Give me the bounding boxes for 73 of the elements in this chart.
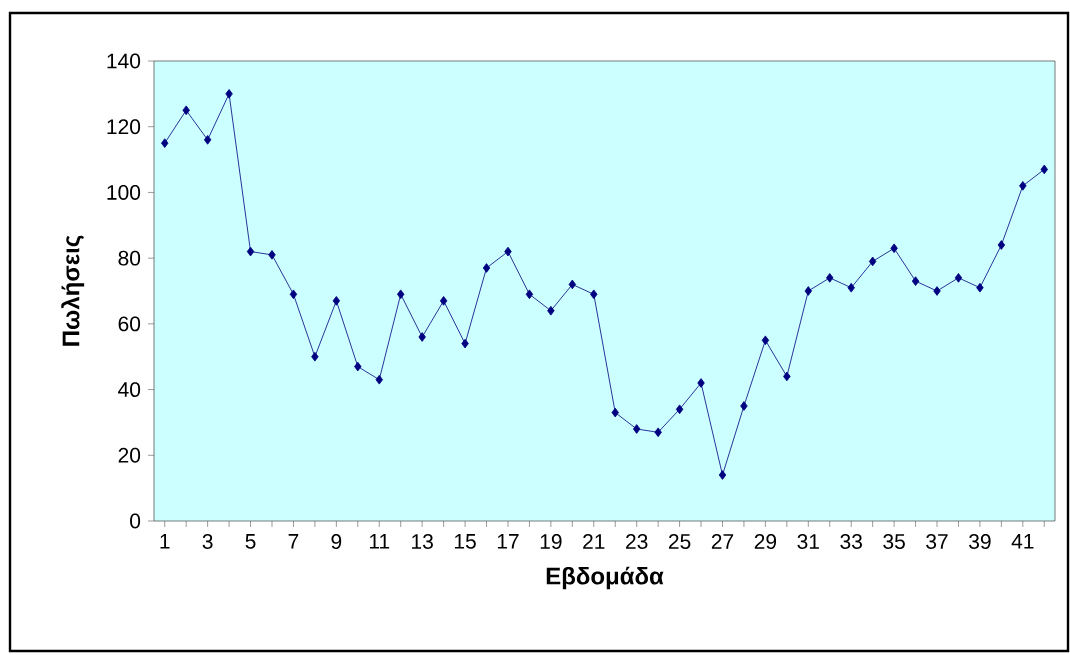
x-tick-label: 13	[412, 534, 433, 549]
point	[354, 361, 362, 372]
y-tick-label: 80	[118, 250, 141, 266]
x-tick-label: 15	[454, 534, 476, 549]
point	[976, 282, 984, 293]
point	[547, 305, 555, 316]
point	[1040, 164, 1048, 175]
point	[632, 424, 641, 434]
point	[847, 282, 855, 293]
x-tick-label: 25	[668, 534, 691, 549]
point	[225, 89, 233, 99]
x-tick-label: 39	[969, 534, 991, 549]
point	[161, 138, 169, 148]
x-tick-label: 35	[883, 534, 905, 549]
point	[697, 378, 705, 388]
x-tick-label: 23	[626, 534, 648, 549]
point	[375, 374, 383, 385]
x-tick-label: 17	[497, 534, 519, 549]
point	[289, 289, 298, 300]
point	[182, 105, 190, 116]
point	[461, 338, 469, 349]
x-tick-label: 3	[202, 534, 213, 549]
point	[826, 273, 834, 283]
x-tick-label: 37	[926, 534, 948, 549]
point	[718, 470, 727, 480]
point	[332, 296, 341, 306]
x-tick-label: 11	[369, 534, 390, 549]
x-tick-label: 27	[711, 534, 734, 549]
point	[268, 250, 276, 260]
point	[868, 256, 877, 267]
point	[246, 246, 255, 257]
point	[568, 279, 577, 290]
y-tick-label: 100	[107, 185, 141, 200]
point	[804, 286, 812, 296]
point	[761, 335, 770, 346]
point	[611, 407, 619, 418]
x-tick-label: 5	[245, 534, 256, 549]
x-tick-label: 19	[540, 534, 562, 549]
point	[590, 289, 598, 300]
point	[954, 273, 963, 283]
x-axis-title: Εβδομάδα	[546, 566, 664, 590]
y-tick-label: 40	[118, 382, 141, 398]
point	[418, 332, 426, 342]
point	[911, 276, 920, 286]
x-tick-label: 7	[288, 534, 299, 549]
y-tick-label: 140	[107, 53, 141, 69]
point	[439, 296, 448, 306]
x-tick-label: 9	[331, 534, 342, 549]
x-tick-label: 41	[1011, 534, 1034, 549]
point	[203, 135, 212, 145]
point	[890, 243, 898, 254]
x-tick-label: 31	[797, 534, 819, 549]
point	[997, 240, 1006, 250]
y-tick-label: 120	[107, 119, 141, 135]
y-tick-label: 20	[118, 447, 141, 463]
point	[654, 427, 662, 438]
y-tick-label: 60	[118, 316, 141, 332]
point	[504, 246, 512, 257]
point	[482, 263, 491, 273]
point	[740, 401, 748, 411]
point	[311, 351, 319, 362]
point	[933, 286, 941, 296]
x-tick-label: 21	[583, 534, 605, 549]
y-tick-label: 0	[130, 513, 141, 529]
point	[397, 289, 405, 300]
point	[525, 289, 534, 300]
x-tick-label: 1	[160, 534, 170, 549]
point	[675, 404, 684, 415]
x-tick-label: 33	[840, 534, 862, 549]
y-axis-title: Πωλήσεις	[61, 235, 85, 346]
x-tick-label: 29	[754, 534, 777, 549]
point	[1019, 181, 1027, 191]
point	[783, 371, 791, 382]
